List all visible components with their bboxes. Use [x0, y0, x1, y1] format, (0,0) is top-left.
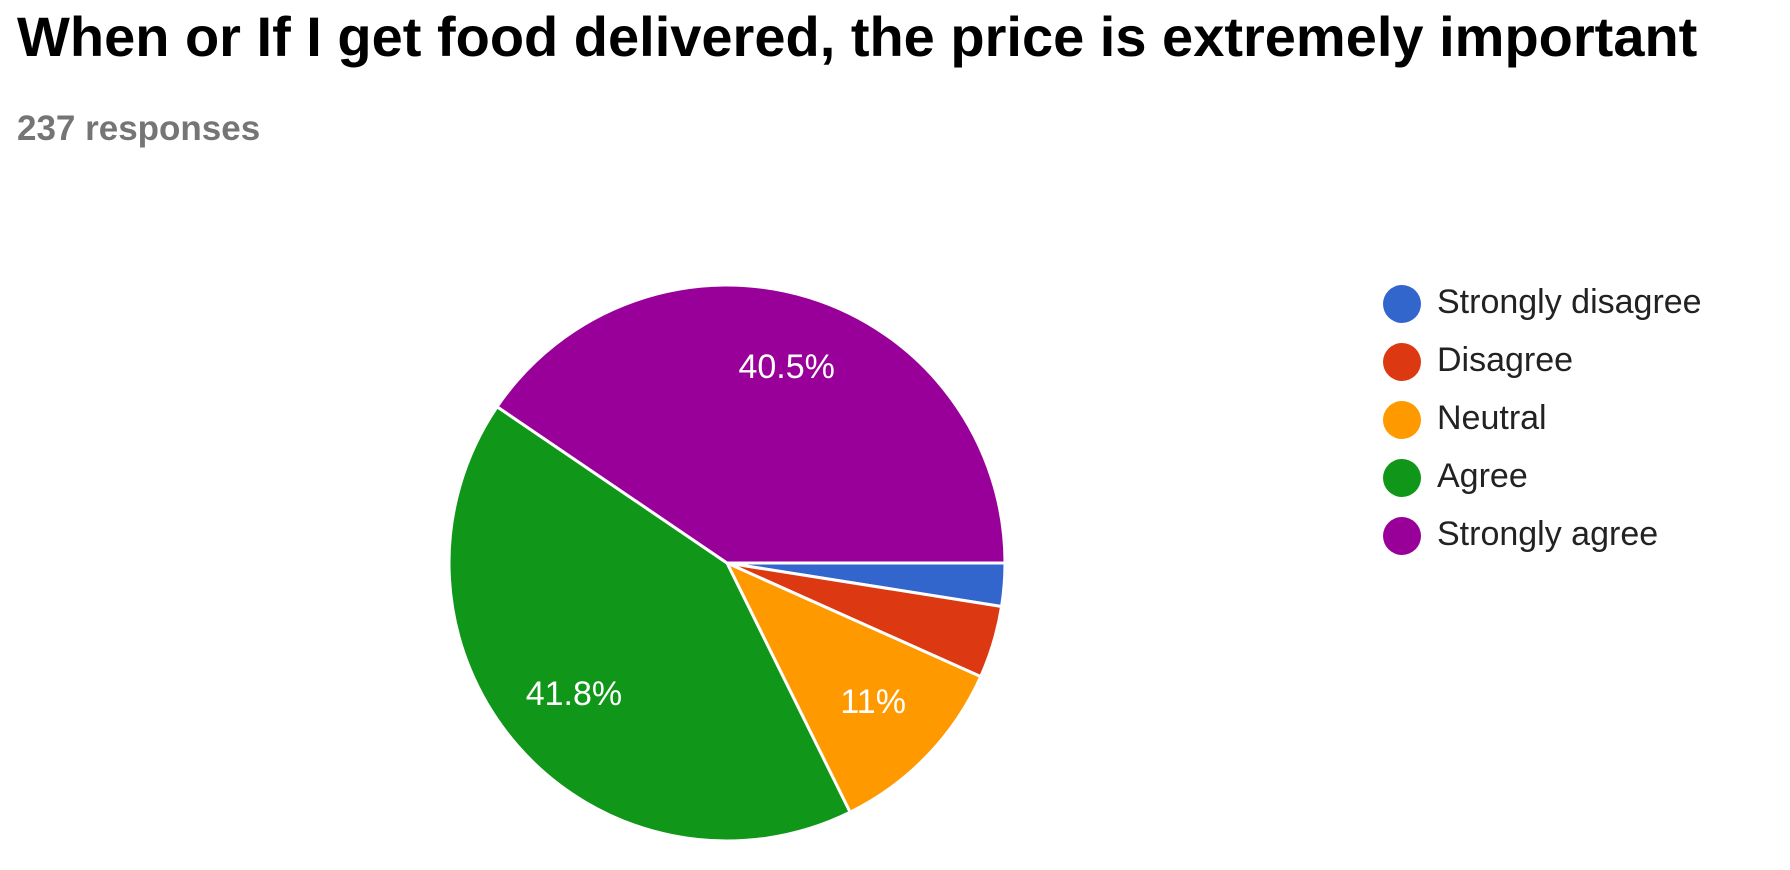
legend-label: Strongly agree [1437, 515, 1658, 553]
pie-slice [447, 404, 853, 843]
pie-slice [723, 559, 983, 815]
legend-label: Strongly disagree [1437, 283, 1702, 321]
slice-label: 11% [840, 683, 906, 721]
chart-subtitle: 237 responses [17, 109, 260, 148]
legend-label: Agree [1437, 457, 1528, 495]
slice-label: 40.5% [738, 348, 834, 386]
legend-label: Disagree [1437, 341, 1573, 379]
legend-marker [1383, 343, 1421, 381]
legend-marker [1383, 285, 1421, 323]
legend-marker [1383, 401, 1421, 439]
slice-label: 41.8% [526, 675, 622, 713]
pie-slice [494, 283, 1007, 565]
legend-label: Neutral [1437, 399, 1547, 437]
chart-title: When or If I get food delivered, the pri… [17, 5, 1697, 68]
legend-marker [1383, 459, 1421, 497]
legend-marker [1383, 517, 1421, 555]
